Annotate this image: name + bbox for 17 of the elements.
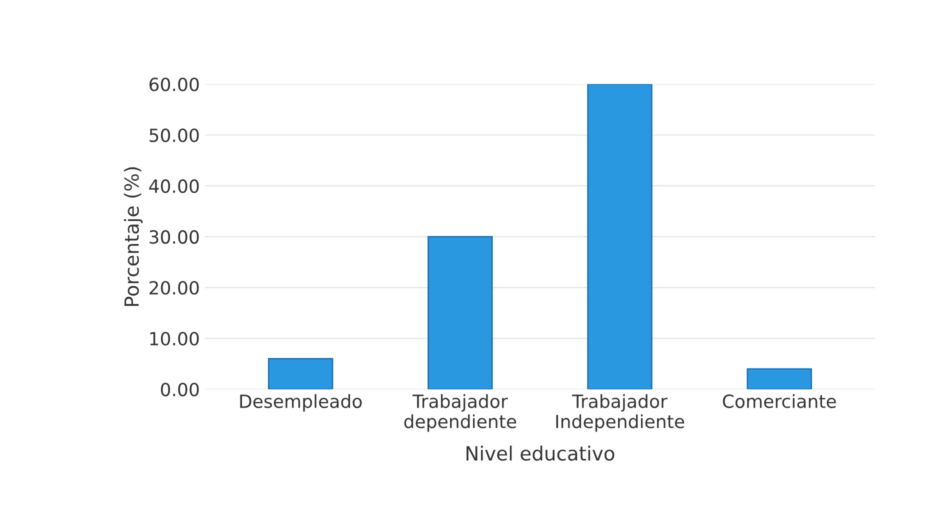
y-tick-label: 20.00 (150, 281, 199, 295)
x-tick-label: Trabajador Independiente (556, 394, 684, 432)
y-axis-title: Porcentaje (%) (124, 167, 143, 306)
bar (268, 358, 334, 390)
y-tick-label: 30.00 (150, 230, 199, 244)
bar (428, 236, 493, 390)
y-tick-label: 60.00 (150, 78, 199, 92)
x-tick-label: Trabajador dependiente (404, 394, 516, 432)
y-tick-label: 40.00 (149, 179, 199, 193)
x-tick-label: Desempleado (240, 394, 362, 412)
y-tick-label: 0.00 (160, 382, 199, 396)
y-tick-label: 50.00 (150, 128, 199, 142)
x-tick-label: Comerciante (722, 394, 836, 408)
y-tick-label: 10.00 (150, 332, 199, 346)
x-axis-title: Nivel educativo (466, 446, 614, 461)
bar (587, 84, 652, 390)
bar (746, 368, 812, 390)
